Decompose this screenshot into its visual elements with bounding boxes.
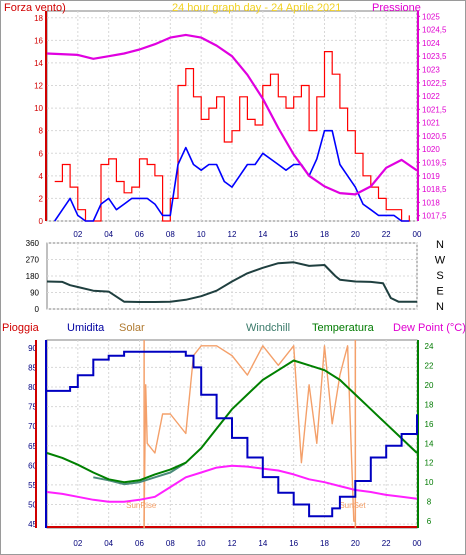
pressure-axis-label: Pressione <box>372 2 421 14</box>
wind-y-tick: 4 <box>39 172 44 181</box>
wind-y-tick: 18 <box>34 14 43 23</box>
temperature-y-tick: 22 <box>425 361 434 370</box>
wind-x-tick: 10 <box>197 230 206 239</box>
wind-y-tick: 2 <box>39 194 44 203</box>
humidity-line <box>47 350 418 518</box>
humidity-x-tick: 08 <box>166 539 175 548</box>
wind-x-tick: 08 <box>166 230 175 239</box>
pressure-y-tick: 1018,5 <box>422 185 447 194</box>
wind-x-tick: 04 <box>104 230 113 239</box>
wind-x-tick: 18 <box>320 230 329 239</box>
humidity-x-tick: 16 <box>289 539 298 548</box>
humidity-x-tick: 14 <box>258 539 267 548</box>
direction-y-tick: 90 <box>30 289 39 298</box>
pressure-y-tick: 1024 <box>422 39 440 48</box>
humidity-y-tick: 75 <box>28 403 37 412</box>
chart-title: 24 hour graph day - 24 Aprile 2021 <box>172 2 342 14</box>
wind-x-tick: 22 <box>382 230 391 239</box>
wind-x-tick: 02 <box>73 230 82 239</box>
direction-compass-label: E <box>436 286 443 298</box>
direction-compass-label: S <box>436 270 443 282</box>
humidity-x-tick: 10 <box>197 539 206 548</box>
humidity-y-tick: 70 <box>28 422 37 431</box>
dewpoint-label: Dew Point (°C) <box>393 322 466 334</box>
direction-compass-label: N <box>436 239 444 251</box>
windchill-label: Windchill <box>246 322 291 334</box>
sunrise-label: SunRise <box>126 501 157 510</box>
temperature-y-tick: 10 <box>425 478 434 487</box>
wind-x-tick: 12 <box>228 230 237 239</box>
humidity-x-tick: 02 <box>73 539 82 548</box>
pressure-y-tick: 1019 <box>422 172 440 181</box>
humidity-y-tick: 50 <box>28 501 37 510</box>
humidity-y-tick: 60 <box>28 461 37 470</box>
pressure-y-tick: 1021,5 <box>422 105 447 114</box>
humidity-x-tick: 20 <box>351 539 360 548</box>
direction-y-tick: 360 <box>26 239 40 248</box>
humidity-y-tick: 65 <box>28 442 37 451</box>
temperature-y-tick: 20 <box>425 381 434 390</box>
temperature-y-tick: 18 <box>425 400 434 409</box>
wind-y-tick: 10 <box>34 104 43 113</box>
pressure-y-tick: 1019,5 <box>422 159 447 168</box>
pressure-y-tick: 1024,5 <box>422 26 447 35</box>
pressure-y-tick: 1018 <box>422 198 440 207</box>
wind-axis-label: Forza vento) <box>4 2 66 14</box>
humidity-x-tick: 00 <box>413 539 422 548</box>
humidity-x-tick: 18 <box>320 539 329 548</box>
temperature-y-tick: 8 <box>427 498 432 507</box>
wind-x-tick: 06 <box>135 230 144 239</box>
rain-label: Pioggia <box>2 322 39 334</box>
direction-y-tick: 180 <box>26 272 40 281</box>
pressure-y-tick: 1020 <box>422 145 440 154</box>
pressure-y-tick: 1022,5 <box>422 79 447 88</box>
solar-label: Solar <box>119 322 145 334</box>
temperature-label: Temperatura <box>312 322 374 334</box>
pressure-y-tick: 1021 <box>422 119 440 128</box>
humidity-y-tick: 45 <box>28 520 37 529</box>
pressure-y-tick: 1017,5 <box>422 212 447 221</box>
wind-line <box>54 129 410 222</box>
temperature-y-tick: 16 <box>425 420 434 429</box>
wind-x-tick: 16 <box>289 230 298 239</box>
wind-y-tick: 16 <box>34 36 43 45</box>
pressure-y-tick: 1022 <box>422 92 440 101</box>
humidity-x-tick: 06 <box>135 539 144 548</box>
temperature-line <box>46 359 418 484</box>
humidity-x-tick: 12 <box>228 539 237 548</box>
humidity-y-tick: 80 <box>28 383 37 392</box>
pressure-y-tick: 1020,5 <box>422 132 447 141</box>
wind-y-tick: 8 <box>39 127 44 136</box>
temperature-y-tick: 14 <box>425 439 434 448</box>
temperature-y-tick: 24 <box>425 342 434 351</box>
direction-line <box>46 261 417 303</box>
wind-y-tick: 6 <box>39 149 44 158</box>
pressure-y-tick: 1023,5 <box>422 52 447 61</box>
wind-y-tick: 0 <box>39 217 44 226</box>
wind-x-tick: 00 <box>413 230 422 239</box>
temperature-y-tick: 12 <box>425 459 434 468</box>
humidity-x-tick: 04 <box>104 539 113 548</box>
wind-y-tick: 12 <box>34 82 43 91</box>
gust-line <box>54 50 410 222</box>
humidity-y-tick: 85 <box>28 363 37 372</box>
humidity-y-tick: 55 <box>28 481 37 490</box>
wind-y-tick: 14 <box>34 59 43 68</box>
direction-compass-label: W <box>435 255 446 267</box>
wind-x-tick: 14 <box>258 230 267 239</box>
humidity-x-tick: 22 <box>382 539 391 548</box>
solar-line <box>143 345 356 522</box>
direction-y-tick: 270 <box>26 256 40 265</box>
direction-compass-label: N <box>436 301 444 313</box>
pressure-line <box>46 33 418 196</box>
pressure-y-tick: 1025 <box>422 12 440 21</box>
humidity-y-tick: 90 <box>28 344 37 353</box>
humidity-label: Umidita <box>67 322 105 334</box>
wind-x-tick: 20 <box>351 230 360 239</box>
temperature-y-tick: 6 <box>427 517 432 526</box>
pressure-y-tick: 1023 <box>422 65 440 74</box>
direction-y-tick: 0 <box>35 305 40 314</box>
